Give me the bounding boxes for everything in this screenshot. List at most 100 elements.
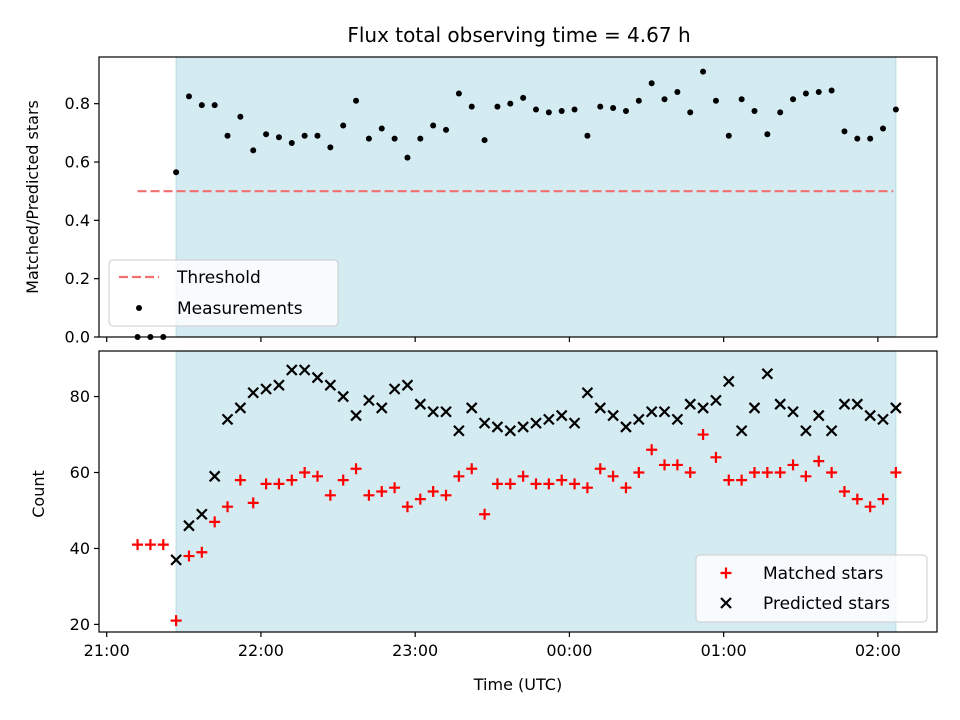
bottom-series-1-point: [607, 409, 619, 422]
bottom-series-1-point: [298, 364, 311, 376]
bottom-series-0-point: [504, 478, 516, 490]
bottom-series-1-point: [825, 424, 838, 437]
bottom-series-1-point: [478, 417, 491, 429]
legend-measurements-swatch: [136, 305, 142, 311]
bottom-series-1-point: [350, 409, 362, 422]
x-axis-label: Time (UTC): [473, 675, 562, 694]
top-series-0-point: [327, 144, 334, 151]
top-series-0-point: [443, 126, 450, 133]
bottom-series-1-point: [838, 398, 851, 410]
top-series-0-point: [648, 80, 655, 87]
legend-threshold-label: Threshold: [176, 268, 261, 288]
top-series-0-point: [532, 106, 539, 113]
top-series-0-point: [828, 87, 835, 94]
bottom-series-1-point: [260, 383, 272, 395]
top-series-0-point: [764, 131, 771, 138]
top-series-0-point: [468, 103, 475, 110]
bottom-series-1-point: [543, 413, 555, 426]
bottom-series-1-point: [273, 379, 285, 391]
bottom-series-0-point: [273, 478, 285, 490]
top-series-0-point: [507, 100, 514, 107]
bottom-series-0-point: [170, 615, 182, 627]
bottom-series-0-point: [157, 539, 169, 551]
bottom-series-0-point: [466, 463, 478, 475]
top-series-0-point: [430, 122, 437, 129]
bottom-series-1-point: [170, 554, 182, 566]
top-series-0-point: [404, 154, 411, 161]
bottom-series-0-point: [851, 493, 863, 505]
bottom-series-1-point: [427, 405, 439, 418]
legend-predicted-swatch: [720, 597, 732, 609]
top-series-0-point: [275, 134, 282, 141]
bottom-series-0-point: [414, 493, 426, 505]
top-legend-box: [108, 259, 339, 327]
bottom-series-0-point: [376, 486, 388, 497]
bottom-series-1-point: [671, 413, 684, 426]
bottom-series-0-point: [247, 497, 259, 509]
bottom-series-1-point: [864, 409, 876, 422]
bottom-series-1-point: [234, 402, 247, 414]
bottom-series-0-point: [234, 474, 246, 486]
bottom-series-1-point: [517, 421, 529, 433]
top-panel-y-axis-label: Matched/Predicted stars: [23, 100, 42, 294]
bottom-series-1-point: [761, 368, 774, 380]
top-series-0-point: [635, 97, 642, 104]
top-series-0-point: [417, 135, 424, 142]
bottom-series-0-point: [363, 489, 375, 501]
bottom-series-0-point: [723, 474, 735, 486]
top-series-0-point: [558, 107, 565, 114]
top-series-0-point: [185, 93, 192, 100]
bottom-series-1-point: [221, 413, 234, 426]
bottom-series-0-point: [324, 489, 336, 501]
bottom-series-0-point: [299, 467, 311, 479]
bottom-series-0-point: [350, 463, 362, 475]
legend-matched-label: Matched stars: [763, 564, 883, 584]
bottom-series-1-point: [890, 402, 902, 414]
top-series-0-point: [892, 106, 899, 113]
bottom-series-1-point: [723, 375, 735, 388]
bottom-series-0-point: [684, 467, 696, 479]
bottom-series-0-point: [594, 463, 606, 475]
top-series-0-point: [584, 132, 591, 139]
bottom-series-0-point: [826, 467, 838, 479]
top-series-0-point: [378, 125, 385, 132]
bottom-series-0-point: [813, 455, 825, 467]
bottom-series-0-point: [543, 478, 555, 490]
bottom-series-0-point: [401, 501, 413, 513]
top-series-0-point: [777, 109, 784, 116]
top-series-0-point: [520, 94, 527, 101]
bottom-series-0-point: [877, 493, 889, 505]
legend-measurements-label: Measurements: [177, 299, 303, 319]
bottom-series-1-point: [208, 470, 221, 483]
bottom-series-1-point: [504, 424, 517, 437]
bottom-series-0-point: [286, 474, 298, 486]
bottom-series-1-point: [735, 424, 748, 437]
bottom-series-0-point: [864, 501, 876, 513]
bottom-series-0-point: [530, 478, 542, 490]
bottom-series-0-point: [311, 470, 323, 482]
bottom-series-0-point: [569, 478, 581, 490]
top-axes-frame: [98, 56, 938, 338]
top-series-0-point: [802, 90, 809, 97]
top-series-0-point: [211, 102, 218, 109]
bottom-series-0-point: [736, 474, 748, 486]
bottom-series-1-point: [401, 379, 414, 391]
top-series-0-point: [712, 97, 719, 104]
bottom-series-1-point: [812, 409, 825, 422]
bottom-series-0-point: [144, 539, 156, 551]
top-series-0-point: [790, 96, 797, 103]
top-series-0-point: [301, 132, 308, 139]
top-series-0-point: [622, 107, 629, 114]
bottom-series-0-point: [440, 489, 452, 501]
bottom-series-1-point: [620, 421, 632, 433]
bottom-series-1-point: [453, 424, 465, 437]
bottom-x-tick-label: 21:00: [84, 641, 130, 660]
bottom-series-1-point: [581, 386, 594, 399]
top-legend: Threshold Measurements: [108, 259, 339, 327]
top-y-tick-label: 0.0: [65, 328, 90, 347]
top-y-tick-label: 0.4: [65, 211, 90, 230]
top-series-0-point: [224, 132, 231, 139]
top-series-0-point: [571, 106, 578, 113]
bottom-x-tick-label: 23:00: [392, 641, 438, 660]
